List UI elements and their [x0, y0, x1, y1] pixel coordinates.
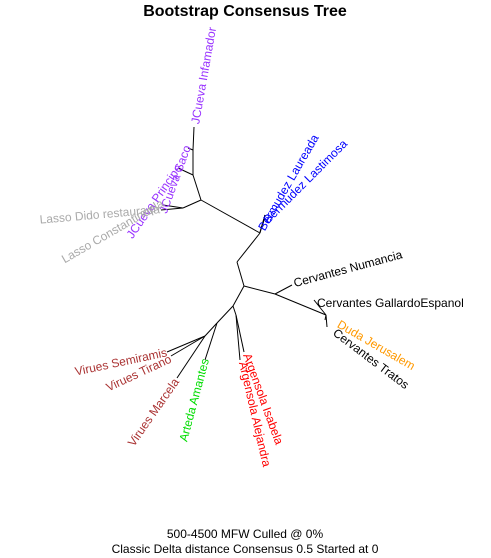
tree-edge	[160, 207, 184, 211]
tree-edge	[182, 199, 202, 209]
tree-edge	[236, 261, 245, 287]
tree-edge	[232, 305, 237, 316]
tree-edge	[177, 167, 194, 176]
caption-line-2: Classic Delta distance Consensus 0.5 Sta…	[112, 542, 379, 556]
tree-edge	[204, 322, 218, 337]
leaf-label: Cervantes Numancia	[292, 247, 404, 290]
tree-edge	[243, 285, 276, 295]
tree-edge	[192, 126, 195, 151]
tree-edge	[166, 335, 206, 353]
tree-edges	[160, 126, 328, 379]
leaf-label: Arteda Amantes	[176, 357, 212, 443]
tree-edge	[325, 314, 328, 328]
figure-title: Bootstrap Consensus Tree	[143, 3, 347, 20]
tree-edge	[200, 199, 261, 234]
tree-edge	[235, 314, 245, 353]
caption-line-1: 500-4500 MFW Culled @ 0%	[167, 527, 324, 541]
tree-edge	[274, 293, 327, 316]
leaf-label: JCueva Infamador	[188, 26, 219, 125]
tree-edge	[192, 174, 202, 201]
tree-edge	[236, 232, 261, 263]
tree-edge	[162, 204, 184, 209]
tree-edge	[235, 314, 241, 361]
tree-edge	[176, 335, 206, 379]
tree-edge	[232, 285, 245, 307]
tree-edge	[204, 322, 218, 361]
tree-edge	[187, 147, 194, 151]
tree-edge	[262, 214, 266, 225]
tree-edge	[170, 335, 206, 357]
leaf-label: Cervantes GallardoEspanol	[317, 296, 464, 310]
tree-edge	[274, 284, 293, 295]
tree-edge	[216, 305, 234, 324]
tree-edge	[313, 299, 327, 316]
leaf-label: Virues Marcela	[125, 375, 182, 449]
